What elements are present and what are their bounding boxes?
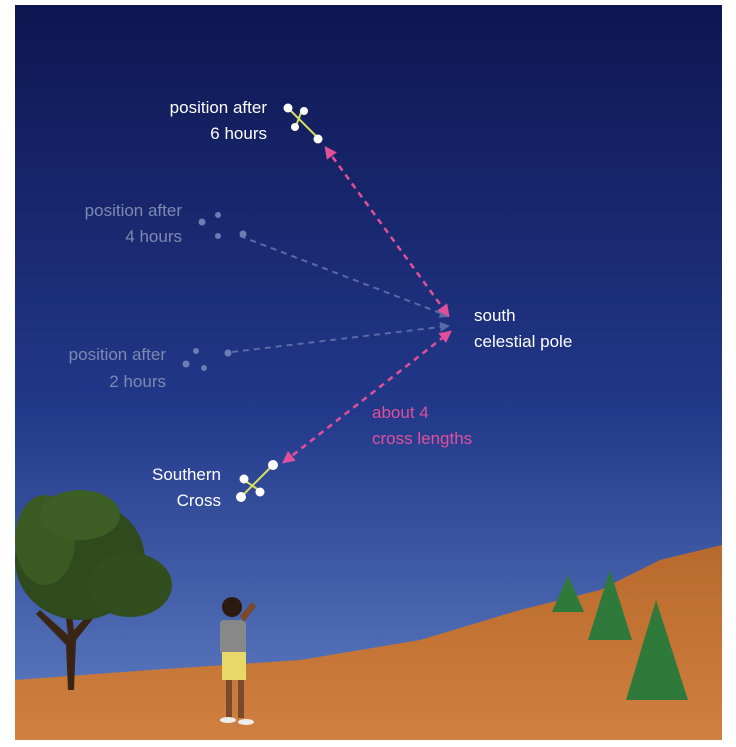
label: cross lengths (372, 429, 472, 448)
label: Cross (177, 491, 221, 510)
label: celestial pole (474, 332, 572, 351)
label: 2 hours (109, 372, 166, 391)
label: position after (85, 201, 183, 220)
diagram: position after 6 hours position after 4 … (0, 0, 736, 747)
label: position after (170, 98, 268, 117)
label: position after (69, 345, 167, 364)
label: south (474, 306, 516, 325)
label: Southern (152, 465, 221, 484)
label: 4 hours (125, 227, 182, 246)
label: 6 hours (210, 124, 267, 143)
label: about 4 (372, 403, 429, 422)
